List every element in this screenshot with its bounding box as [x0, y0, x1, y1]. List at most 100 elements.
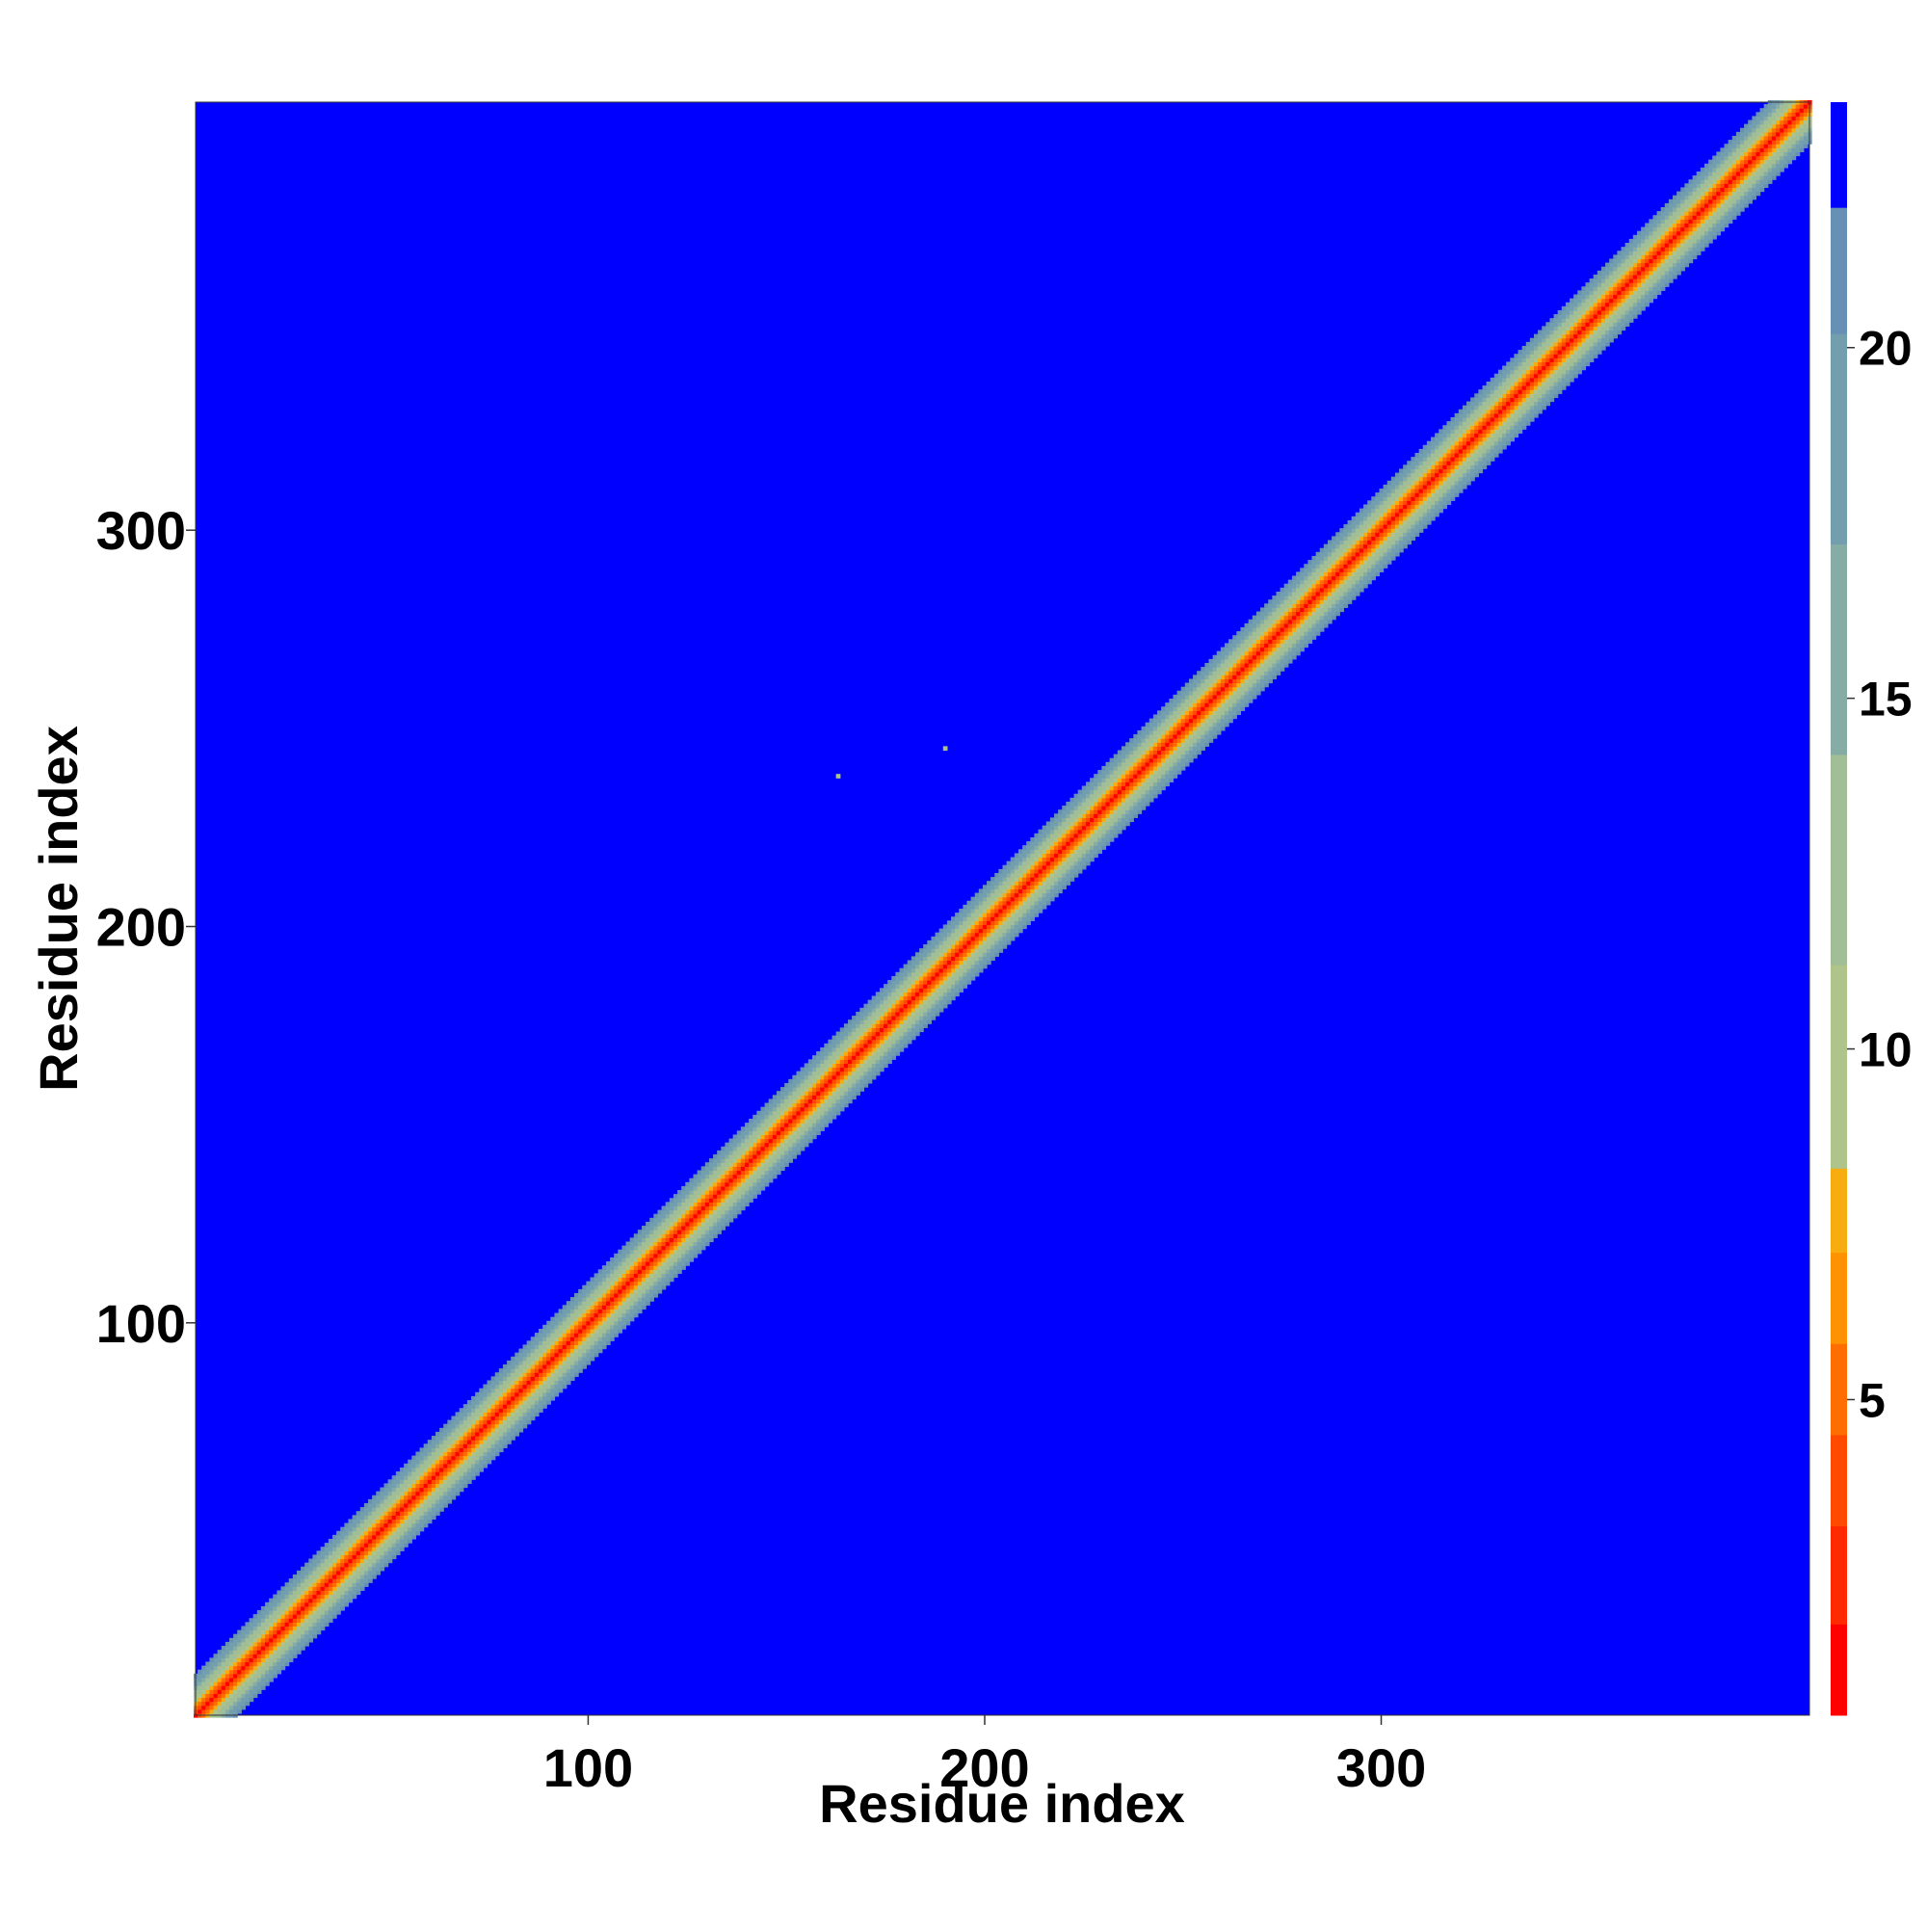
heatmap-cell [677, 1217, 682, 1223]
heatmap-cell [788, 1123, 793, 1127]
heatmap-cell [1097, 817, 1102, 823]
heatmap-cell [1101, 806, 1107, 810]
heatmap-cell [1045, 885, 1051, 890]
heatmap-cell [1034, 845, 1040, 850]
heatmap-cell [427, 1495, 433, 1500]
heatmap-cell [277, 1590, 282, 1596]
heatmap-cell [804, 1123, 809, 1127]
heatmap-cell [431, 1459, 436, 1465]
heatmap-cell [649, 1288, 654, 1294]
heatmap-cell [938, 992, 944, 997]
heatmap-cell [1038, 892, 1043, 898]
heatmap-cell [935, 967, 940, 973]
heatmap-cell [265, 1661, 270, 1667]
heatmap-cell [301, 1646, 305, 1651]
heatmap-cell [411, 1530, 417, 1536]
heatmap-cell [605, 1301, 611, 1306]
heatmap-cell [1022, 857, 1027, 862]
heatmap-cell [875, 1059, 881, 1064]
heatmap-cell [530, 1364, 536, 1369]
heatmap-cell [717, 1209, 722, 1215]
heatmap-cell [304, 1629, 309, 1635]
heatmap-cell [788, 1134, 793, 1140]
heatmap-cell [542, 1340, 547, 1346]
heatmap-cell [780, 1142, 785, 1148]
heatmap-cell [681, 1185, 686, 1191]
heatmap-cell [804, 1114, 809, 1120]
heatmap-cell [292, 1637, 298, 1643]
heatmap-cell [308, 1614, 314, 1619]
heatmap-cell [546, 1384, 551, 1389]
heatmap-cell [344, 1534, 350, 1540]
heatmap-cell [792, 1110, 798, 1116]
heatmap-cell [443, 1483, 448, 1489]
heatmap-cell [752, 1114, 757, 1120]
heatmap-cell [280, 1650, 286, 1654]
heatmap-cell [1054, 853, 1059, 859]
heatmap-cell [475, 1408, 480, 1413]
heatmap-cell [884, 999, 888, 1005]
heatmap-cell [471, 1467, 476, 1472]
heatmap-cell [974, 936, 980, 941]
heatmap-cell [331, 1610, 337, 1615]
heatmap-cell [542, 1372, 547, 1377]
heatmap-cell [292, 1618, 298, 1623]
heatmap-cell [1101, 778, 1107, 782]
heatmap-cell [574, 1324, 579, 1330]
heatmap-cell [538, 1395, 543, 1401]
heatmap-cell [296, 1586, 302, 1592]
heatmap-cell [689, 1205, 695, 1211]
heatmap-cell [657, 1265, 663, 1270]
heatmap-cell [399, 1483, 405, 1489]
heatmap-cell [292, 1598, 298, 1603]
heatmap-cell [530, 1404, 536, 1409]
heatmap-cell [534, 1388, 540, 1393]
heatmap-cell [574, 1333, 579, 1337]
heatmap-cell [760, 1178, 766, 1183]
heatmap-cell [578, 1288, 583, 1294]
heatmap-cell [1058, 845, 1063, 850]
heatmap-cell [721, 1194, 726, 1199]
heatmap-cell [526, 1395, 532, 1401]
heatmap-cell [661, 1269, 667, 1274]
heatmap-cell [935, 960, 940, 966]
heatmap-cell [284, 1586, 290, 1592]
heatmap-cell [728, 1138, 734, 1144]
heatmap-cell [427, 1511, 433, 1516]
heatmap-cell [657, 1249, 663, 1255]
heatmap-cell [946, 936, 952, 941]
heatmap-cell [700, 1185, 706, 1191]
heatmap-cell [1073, 849, 1079, 855]
heatmap-cell [479, 1412, 484, 1417]
heatmap-cell [352, 1534, 357, 1540]
heatmap-cell [832, 1035, 837, 1041]
heatmap-cell [618, 1316, 623, 1322]
heatmap-cell [1034, 904, 1040, 910]
heatmap-cell [479, 1447, 484, 1453]
heatmap-cell [760, 1138, 766, 1144]
heatmap-cell [931, 995, 937, 1001]
heatmap-cell [1058, 857, 1063, 862]
heatmap-cell [816, 1130, 821, 1136]
heatmap-cell [320, 1574, 326, 1579]
heatmap-cell [359, 1538, 365, 1544]
heatmap-cell [927, 940, 933, 945]
heatmap-cell [1097, 845, 1102, 850]
heatmap-cell [959, 956, 964, 962]
heatmap-cell [1145, 781, 1150, 787]
heatmap-cell [1010, 900, 1016, 906]
heatmap-cell [419, 1471, 425, 1476]
heatmap-cell [462, 1479, 468, 1484]
heatmap-cell [899, 1003, 905, 1009]
heatmap-cell [471, 1412, 476, 1417]
heatmap-cell [907, 1007, 912, 1013]
heatmap-cell [462, 1447, 468, 1453]
heatmap-cell [768, 1098, 774, 1104]
heatmap-cell [515, 1356, 520, 1362]
heatmap-cell [704, 1190, 710, 1195]
heatmap-cell [228, 1681, 234, 1686]
heatmap-cell [911, 1003, 916, 1009]
heatmap-cell [359, 1522, 365, 1528]
heatmap-cell [1073, 793, 1079, 799]
heatmap-cell [344, 1601, 350, 1607]
